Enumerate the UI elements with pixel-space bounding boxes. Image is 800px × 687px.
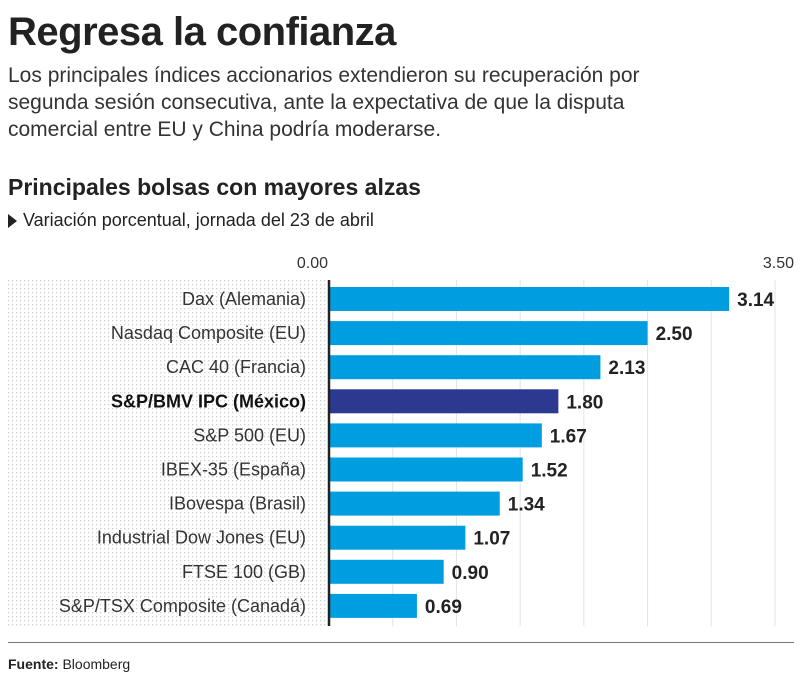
page-title: Regresa la confianza (8, 10, 396, 54)
tick-label: 3.50 (763, 255, 794, 272)
bar (329, 355, 601, 380)
value-label: 2.13 (608, 358, 645, 379)
source: Fuente: Bloomberg (8, 656, 130, 672)
value-label: 0.69 (425, 597, 462, 618)
value-label: 1.07 (473, 529, 510, 550)
bar (329, 321, 648, 346)
bar (329, 457, 523, 482)
category-label: CAC 40 (Francia) (166, 357, 306, 377)
bar (329, 491, 500, 516)
category-label: IBovespa (Brasil) (169, 494, 306, 514)
description: Los principales índices accionarios exte… (8, 64, 640, 141)
category-label: S&P 500 (EU) (193, 425, 306, 445)
category-label: S&P/TSX Composite (Canadá) (59, 596, 306, 616)
value-label: 0.90 (452, 563, 489, 584)
value-label: 3.14 (737, 290, 774, 311)
source-text: Bloomberg (62, 656, 131, 672)
bar (329, 525, 466, 550)
value-label: 1.80 (566, 392, 603, 413)
bar (329, 389, 559, 414)
source-label: Fuente: (8, 656, 59, 672)
category-label: Nasdaq Composite (EU) (111, 323, 306, 343)
bar-chart: Dax (Alemania) 3.14 Nasdaq Composite (EU) 2… (8, 255, 794, 626)
chart-subtitle-text: Variación porcentual, jornada del 23 de … (23, 210, 374, 230)
category-label: Dax (Alemania) (182, 289, 306, 309)
category-label: FTSE 100 (GB) (182, 562, 306, 582)
divider (8, 642, 794, 643)
bar (329, 423, 542, 448)
tick-label: 0.00 (297, 255, 328, 272)
bullet-icon (8, 213, 17, 228)
category-label: Industrial Dow Jones (EU) (97, 528, 306, 548)
label-panel (8, 280, 328, 626)
category-label: IBEX-35 (España) (161, 460, 306, 480)
value-label: 1.52 (531, 461, 568, 482)
chart-subtitle: Variación porcentual, jornada del 23 de … (8, 210, 374, 231)
bar (329, 593, 417, 618)
category-label: S&P/BMV IPC (México) (111, 391, 306, 411)
value-label: 2.50 (656, 324, 693, 345)
value-label: 1.34 (508, 495, 545, 516)
chart-title: Principales bolsas con mayores alzas (8, 174, 421, 200)
bar (329, 559, 444, 584)
value-label: 1.67 (550, 426, 587, 447)
bar (329, 287, 730, 311)
